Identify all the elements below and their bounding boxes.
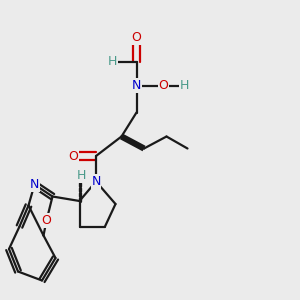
Text: O: O bbox=[159, 79, 168, 92]
Text: H: H bbox=[180, 79, 189, 92]
Text: O: O bbox=[42, 214, 51, 227]
Text: H: H bbox=[76, 169, 86, 182]
Text: O: O bbox=[132, 31, 141, 44]
Text: O: O bbox=[69, 149, 78, 163]
Text: N: N bbox=[132, 79, 141, 92]
Text: H: H bbox=[108, 55, 117, 68]
Text: N: N bbox=[30, 178, 39, 191]
Text: N: N bbox=[91, 175, 101, 188]
